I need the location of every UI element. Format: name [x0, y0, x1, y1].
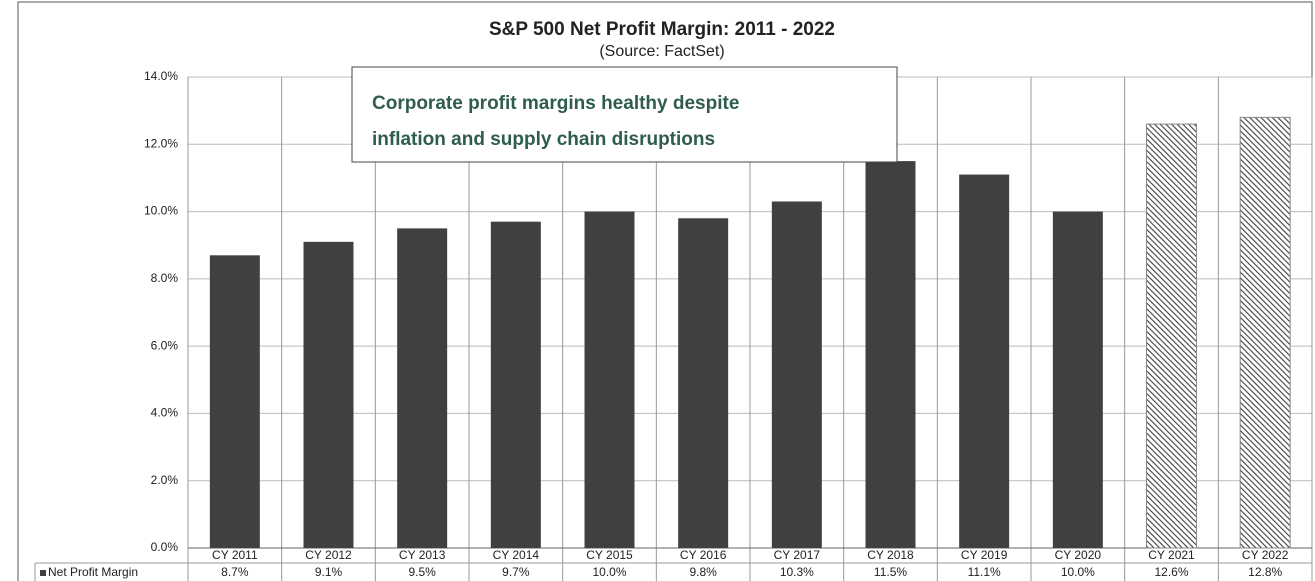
legend-swatch: [40, 570, 46, 576]
bar: [1239, 116, 1291, 549]
bar: [865, 161, 916, 548]
value-label: 10.3%: [780, 565, 814, 579]
y-tick-label: 6.0%: [151, 338, 179, 352]
y-tick-label: 2.0%: [151, 473, 179, 487]
x-tick-label: CY 2016: [680, 548, 727, 562]
x-tick-label: CY 2021: [1148, 548, 1195, 562]
x-tick-label: CY 2018: [867, 548, 914, 562]
y-tick-label: 0.0%: [151, 540, 179, 554]
x-tick-label: CY 2022: [1242, 548, 1289, 562]
value-label: 9.5%: [408, 565, 436, 579]
value-label: 11.5%: [874, 565, 907, 579]
y-tick-label: 8.0%: [151, 271, 179, 285]
value-label: 10.0%: [592, 565, 626, 579]
value-label: 9.8%: [689, 565, 717, 579]
bar: [959, 174, 1010, 549]
x-tick-label: CY 2019: [961, 548, 1008, 562]
x-tick-label: CY 2011: [212, 548, 258, 562]
x-tick-label: CY 2014: [493, 548, 540, 562]
chart-subtitle: (Source: FactSet): [599, 43, 724, 60]
y-tick-label: 12.0%: [144, 136, 178, 150]
x-tick-label: CY 2020: [1055, 548, 1102, 562]
bar: [771, 201, 822, 548]
bar: [584, 211, 635, 549]
bar: [678, 218, 729, 549]
annotation-box: [351, 66, 898, 163]
bar: [397, 228, 448, 548]
value-label: 12.6%: [1154, 565, 1188, 579]
x-tick-label: CY 2017: [774, 548, 821, 562]
value-label: 9.1%: [315, 565, 343, 579]
y-tick-label: 10.0%: [144, 204, 178, 218]
bar: [1146, 123, 1197, 549]
bar: [1052, 211, 1103, 549]
value-label: 10.0%: [1061, 565, 1095, 579]
chart-title: S&P 500 Net Profit Margin: 2011 - 2022: [489, 19, 835, 40]
y-tick-label: 14.0%: [144, 69, 178, 83]
bar: [303, 241, 354, 548]
legend-label: Net Profit Margin: [48, 565, 138, 579]
value-label: 8.7%: [221, 565, 249, 579]
plot: 0.0% 2.0% 4.0% 6.0% 8.0% 10.0% 12.0% 14.0% CY 20…: [34, 69, 1313, 581]
x-tick-label: CY 2013: [399, 548, 446, 562]
value-label: 9.7%: [502, 565, 530, 579]
x-tick-label: CY 2012: [305, 548, 352, 562]
annotation-line: Corporate profit margins healthy despite: [372, 93, 739, 114]
x-tick-label: CY 2015: [586, 548, 633, 562]
bar: [490, 221, 541, 548]
value-label: 12.8%: [1248, 565, 1282, 579]
annotation-line: inflation and supply chain disruptions: [372, 129, 715, 150]
bar: [209, 255, 260, 549]
value-label: 11.1%: [968, 565, 1001, 579]
y-tick-label: 4.0%: [151, 406, 179, 420]
